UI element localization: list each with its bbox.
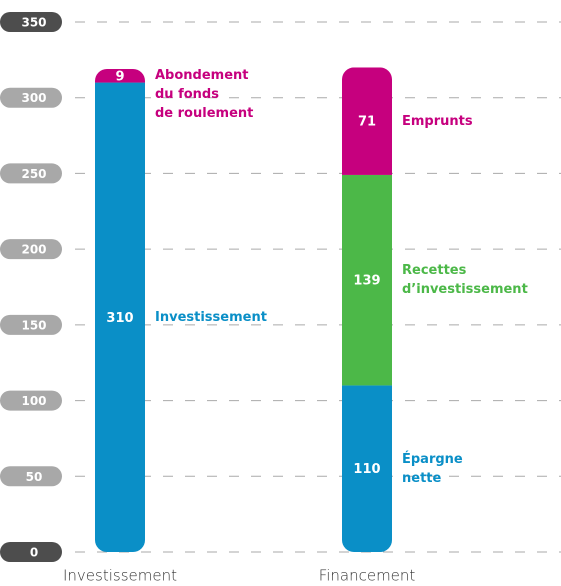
column [342, 67, 392, 552]
x-tick-label: Financement [319, 567, 416, 585]
column [95, 68, 145, 552]
series-label: Emprunts [402, 113, 473, 129]
y-tick-label: 250 [21, 167, 46, 181]
y-tick-pill [0, 390, 62, 411]
y-tick-label: 150 [21, 318, 46, 332]
bar-segment [95, 68, 145, 83]
x-tick-label: Investissement [63, 567, 177, 585]
bar-segment [342, 385, 392, 552]
value-label: 139 [353, 274, 380, 289]
y-tick-label: 350 [21, 16, 46, 30]
y-tick-label: 0 [30, 546, 38, 560]
y-tick-label: 300 [21, 91, 46, 105]
y-tick-pill [0, 239, 62, 260]
value-label: 71 [358, 115, 376, 130]
bar-segment [342, 174, 392, 386]
y-tick-pill [0, 542, 62, 562]
bar-segment [95, 82, 145, 552]
y-tick-pill [0, 12, 62, 32]
series-label: Épargne nette [402, 451, 463, 486]
series-label: Recettes d’investissement [402, 263, 528, 298]
bar-segment [342, 67, 392, 175]
y-tick-label: 50 [26, 470, 43, 484]
y-tick-pill [0, 163, 62, 184]
series-label: Investissement [155, 309, 267, 325]
y-tick-pill [0, 87, 62, 108]
value-label: 9 [115, 69, 124, 84]
series-label: Abondement du fonds de roulement [155, 68, 254, 122]
y-tick-pill [0, 466, 62, 487]
y-tick-label: 100 [21, 394, 46, 408]
y-tick-label: 200 [21, 243, 46, 257]
value-label: 310 [106, 311, 133, 326]
y-tick-pill [0, 314, 62, 335]
value-label: 110 [353, 462, 380, 477]
